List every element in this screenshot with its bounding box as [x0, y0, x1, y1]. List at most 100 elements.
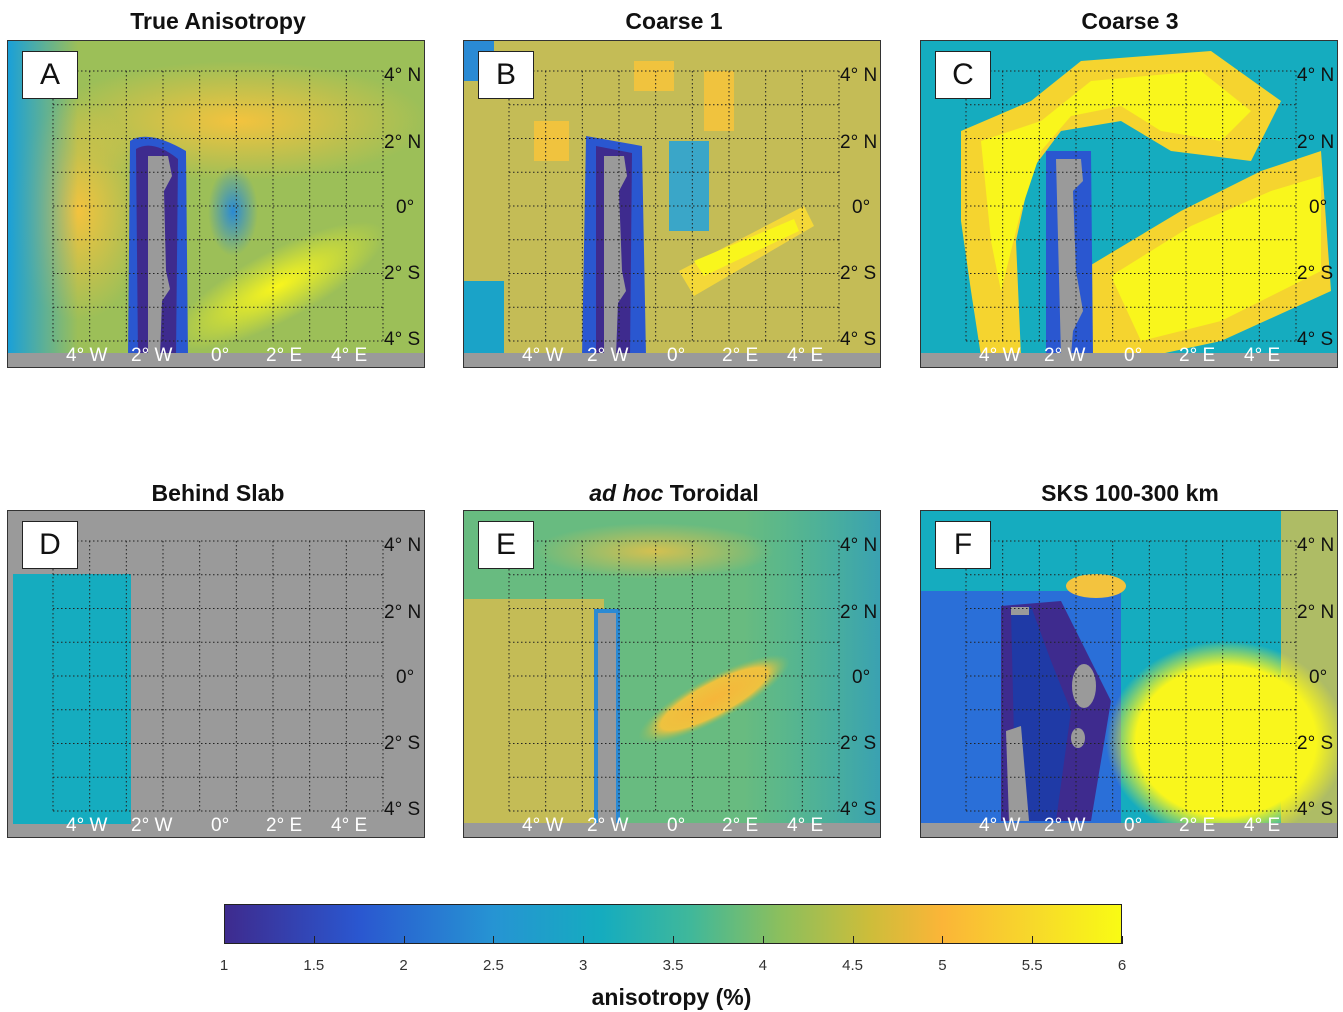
title-d: Behind Slab — [151, 480, 285, 506]
panel-b: B 4° N 2° N 0° 2° S 4° S 4° W 2° W 0° 2° E 4° E — [463, 40, 881, 368]
lat-label: 2° S — [840, 263, 877, 284]
colorbar-tick-mark — [313, 936, 315, 944]
panel-f: F 4° N 2° N 0° 2° S 4° S 4° W 2° W 0° 2° E 4° E — [920, 510, 1338, 838]
colorbar-tick-label: 4 — [758, 957, 767, 974]
letter-b: B — [478, 51, 534, 99]
lon-label: 4° W — [979, 345, 1021, 366]
lon-label: 2° E — [266, 815, 303, 836]
lon-label: 2° E — [722, 815, 759, 836]
lon-label: 4° W — [522, 815, 564, 836]
title-e: ad hoc Toroidal — [464, 480, 884, 507]
lat-label: 0° — [396, 667, 415, 688]
lon-label: 2° W — [1044, 815, 1086, 836]
colorbar-tick-label: 2 — [399, 957, 408, 974]
lat-label: 4° N — [1297, 535, 1335, 556]
lat-label: 2° S — [384, 733, 421, 754]
colorbar-tick-mark — [1122, 936, 1123, 944]
title-f: SKS 100-300 km — [1041, 480, 1219, 506]
colorbar-tick-label: 3.5 — [662, 957, 684, 974]
panel-c: C 4° N 2° N 0° 2° S 4° S 4° W 2° W 0° 2° E 4° E — [920, 40, 1338, 368]
title-c: Coarse 3 — [1081, 8, 1179, 34]
lon-label: 2° E — [266, 345, 303, 366]
lat-label: 4° N — [1297, 65, 1335, 86]
lat-label: 2° S — [840, 733, 877, 754]
lon-label: 4° W — [522, 345, 564, 366]
lat-label: 0° — [396, 197, 415, 218]
lon-label: 4° E — [787, 815, 824, 836]
lon-label: 2° W — [131, 815, 173, 836]
map-c — [921, 41, 1337, 367]
colorbar-tick-label: 4.5 — [842, 957, 864, 974]
colorbar-label: anisotropy (%) — [591, 984, 752, 1010]
colorbar-tick-mark — [493, 936, 495, 944]
letter-c: C — [935, 51, 991, 99]
lon-label: 2° E — [1179, 345, 1216, 366]
lon-label: 0° — [211, 815, 230, 836]
lat-label: 4° N — [840, 535, 878, 556]
map-a — [8, 41, 424, 367]
lat-label: 2° S — [384, 263, 421, 284]
letter-d: D — [22, 521, 78, 569]
lon-label: 4° E — [1244, 345, 1281, 366]
lat-label: 2° N — [1297, 132, 1335, 153]
title-b: Coarse 1 — [625, 8, 723, 34]
colorbar-tick-mark — [224, 936, 225, 944]
panel-e: E 4° N 2° N 0° 2° S 4° S 4° W 2° W 0° 2° E 4° E — [463, 510, 881, 838]
title-a: True Anisotropy — [130, 8, 306, 34]
letter-e: E — [478, 521, 534, 569]
lat-label: 4° S — [384, 799, 421, 820]
lon-label: 0° — [1124, 815, 1143, 836]
colorbar-tick-mark — [673, 936, 674, 944]
lon-label: 2° W — [587, 815, 629, 836]
lon-label: 4° W — [66, 345, 108, 366]
colorbar-tick-label: 3 — [579, 957, 588, 974]
lat-label: 0° — [1309, 197, 1328, 218]
lat-label: 2° N — [840, 132, 878, 153]
lon-label: 4° E — [787, 345, 824, 366]
lat-label: 4° S — [840, 329, 877, 350]
lon-label: 2° W — [587, 345, 629, 366]
lon-label: 0° — [667, 815, 686, 836]
lat-label: 2° N — [384, 602, 422, 623]
lat-label: 4° N — [384, 65, 422, 86]
colorbar-tick-mark — [403, 936, 405, 944]
colorbar-tick-mark — [1032, 936, 1034, 944]
letter-a: A — [22, 51, 78, 99]
colorbar-tick-mark — [852, 936, 854, 944]
lon-label: 0° — [667, 345, 686, 366]
map-f — [921, 511, 1337, 837]
letter-f: F — [935, 521, 991, 569]
colorbar-tick-label: 1.5 — [303, 957, 325, 974]
lon-label: 2° E — [1179, 815, 1216, 836]
lon-label: 2° W — [131, 345, 173, 366]
lon-label: 4° E — [1244, 815, 1281, 836]
lat-label: 0° — [852, 197, 871, 218]
lon-label: 4° E — [331, 345, 368, 366]
lon-label: 4° W — [979, 815, 1021, 836]
lon-label: 0° — [211, 345, 230, 366]
lon-label: 4° W — [66, 815, 108, 836]
lon-label: 2° E — [722, 345, 759, 366]
title-e-italic: ad hoc — [589, 480, 664, 506]
lon-label: 0° — [1124, 345, 1143, 366]
panel-d: D 4° N 2° N 0° 2° S 4° S 4° W 2° W 0° 2° E 4° E — [7, 510, 425, 838]
title-e-rest: Toroidal — [669, 480, 759, 506]
lat-label: 2° S — [1297, 263, 1334, 284]
map-b — [464, 41, 880, 367]
lon-label: 2° W — [1044, 345, 1086, 366]
lat-label: 4° S — [1297, 329, 1334, 350]
lat-label: 4° N — [384, 535, 422, 556]
lat-label: 4° S — [384, 329, 421, 350]
lat-label: 0° — [1309, 667, 1328, 688]
colorbar-tick-label: 6 — [1117, 957, 1127, 974]
colorbar-tick-mark — [762, 936, 764, 944]
colorbar-tick-mark — [583, 936, 585, 944]
colorbar-tick-label: 5 — [938, 957, 947, 974]
lat-label: 4° S — [1297, 799, 1334, 820]
colorbar-tick-label: 5.5 — [1021, 957, 1043, 974]
lon-label: 4° E — [331, 815, 368, 836]
panel-a: A 4° N 2° N 0° 2° S 4° S 4° W 2° W 0° 2° E 4° E — [7, 40, 425, 368]
lat-label: 2° N — [1297, 602, 1335, 623]
lat-label: 2° S — [1297, 733, 1334, 754]
colorbar-tick-mark — [942, 936, 944, 944]
